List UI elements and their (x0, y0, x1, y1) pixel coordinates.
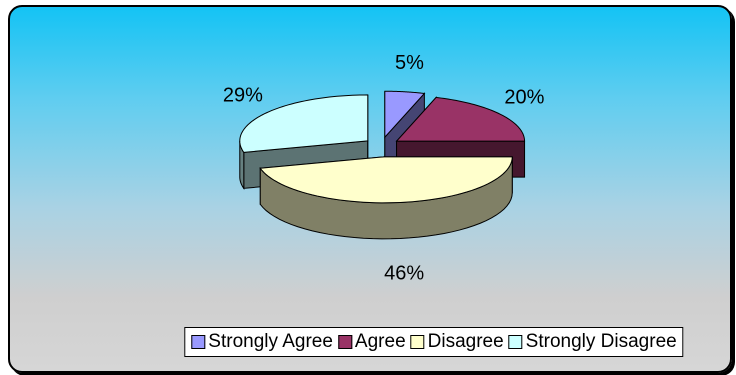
legend: Strongly Agree Agree Disagree Strongly D… (184, 327, 684, 357)
legend-item-disagree: Disagree (410, 331, 504, 353)
pie-slice-disagree (259, 156, 513, 240)
slice-top-face (395, 96, 526, 142)
legend-label: Agree (354, 331, 406, 352)
chart-area: 5% 20% 46% 29% Strongly Agree Agree Disagre… (8, 5, 732, 373)
slice-top-face (384, 90, 426, 139)
legend-swatch (508, 335, 523, 349)
data-label-strongly-disagree: 29% (223, 84, 263, 106)
slice-top-face (239, 94, 369, 153)
legend-swatch (337, 335, 352, 349)
pie-chart: 5% 20% 46% 29% (223, 52, 545, 284)
legend-label: Strongly Agree (208, 331, 333, 352)
slice-top-face (259, 156, 513, 204)
legend-label: Disagree (427, 331, 504, 352)
legend-item-strongly-disagree: Strongly Disagree (508, 331, 677, 353)
legend-item-strongly-agree: Strongly Agree (191, 331, 333, 353)
legend-label: Strongly Disagree (525, 331, 677, 352)
data-label-agree: 20% (504, 87, 544, 109)
legend-item-agree: Agree (337, 331, 406, 353)
data-label-disagree: 46% (384, 262, 424, 284)
legend-swatch (410, 335, 425, 349)
data-label-strongly-agree: 5% (395, 52, 424, 74)
legend-swatch (191, 335, 206, 349)
